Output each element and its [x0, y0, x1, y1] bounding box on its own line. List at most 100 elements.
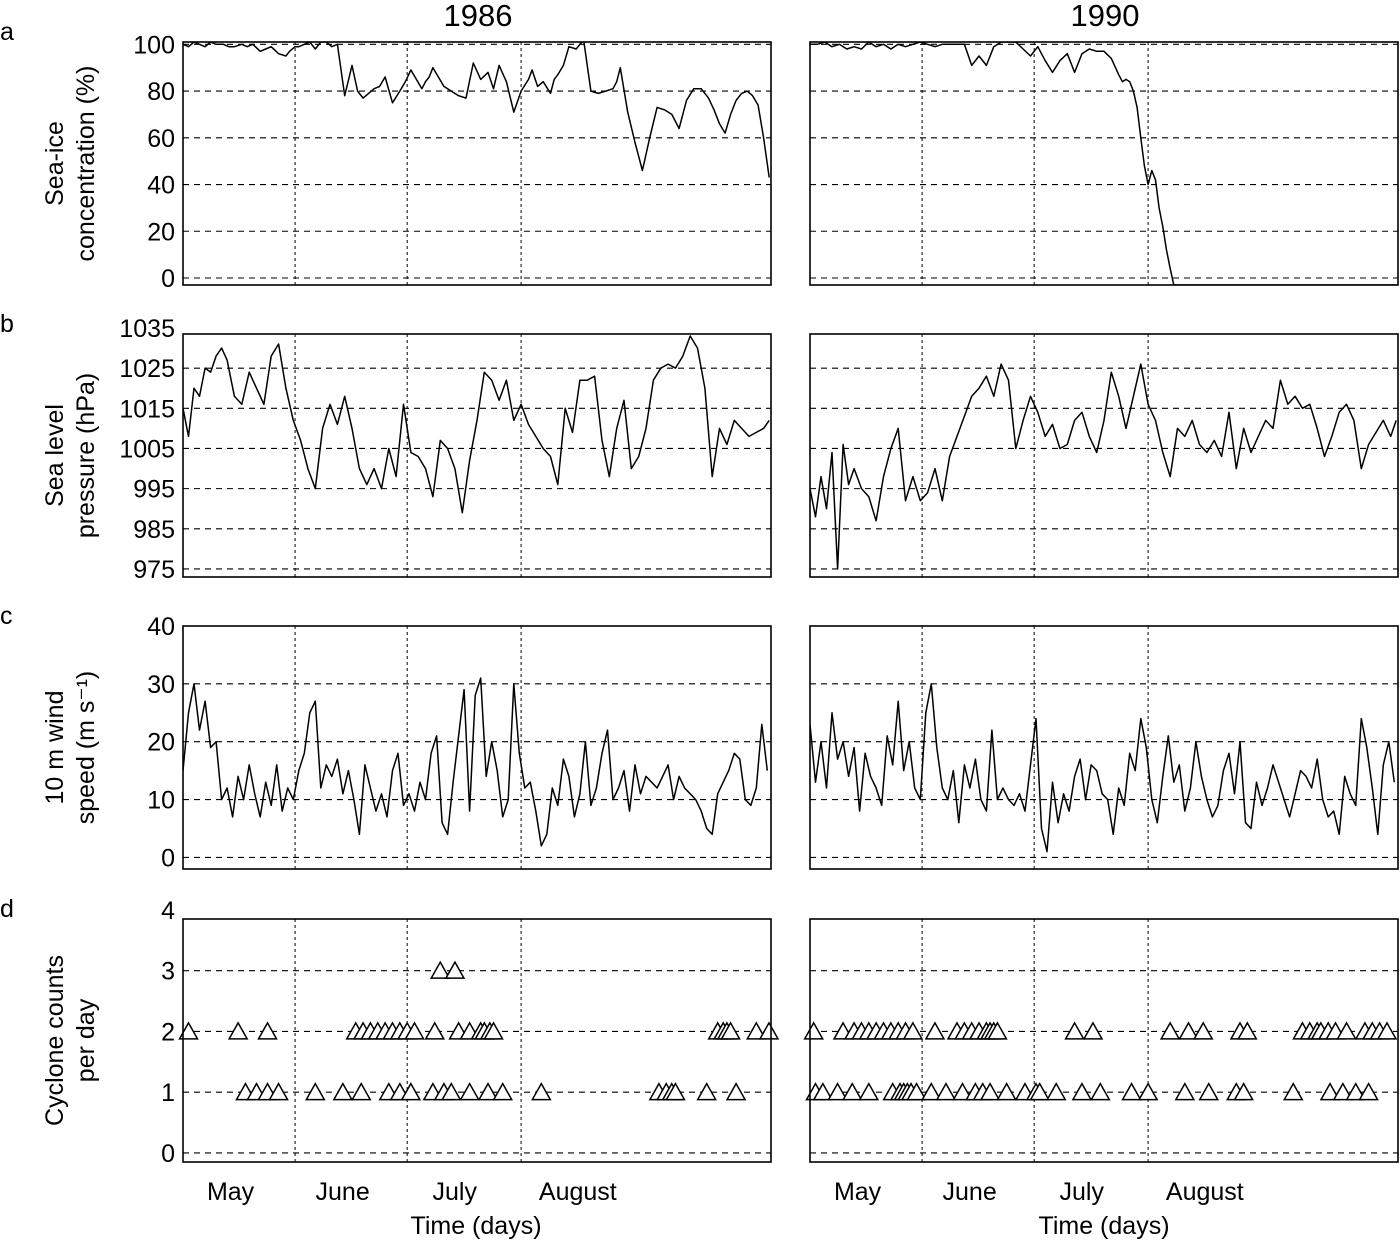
y-axis-label-b: Sea level pressure (hPa): [41, 373, 100, 538]
cyclone-marker: [1358, 1082, 1379, 1101]
panel-frame: [809, 918, 1399, 1163]
cyclone-marker: [696, 1082, 717, 1101]
cyclone-marker: [1192, 1021, 1214, 1040]
cyclone-marker: [305, 1082, 326, 1101]
cyclone-marker: [858, 1082, 880, 1101]
cyclone-marker: [906, 1082, 927, 1101]
y-tick-label: 1035: [119, 315, 175, 343]
panel-letter-c: c: [0, 602, 13, 630]
cyclone-marker: [444, 960, 466, 979]
y-tick-label: 1005: [119, 435, 175, 463]
series-line-a-1990: [810, 42, 1397, 285]
x-axis-label-1986: Time (days): [410, 1212, 541, 1240]
y-tick-label: 10: [147, 787, 175, 815]
panel-b-1986: [182, 333, 772, 578]
month-label-may: May: [834, 1178, 882, 1206]
cyclone-marker: [758, 1021, 780, 1040]
panel-d-1990: May June July August: [803, 918, 1399, 1206]
cyclone-marker: [812, 1082, 834, 1101]
cyclone-marker: [924, 1021, 946, 1040]
cyclone-marker: [178, 1021, 199, 1040]
cyclone-marker: [429, 960, 451, 979]
month-label-august: August: [539, 1178, 617, 1206]
panel-frame: [182, 41, 772, 286]
y-tick-label: 995: [133, 476, 175, 504]
cyclone-marker: [477, 1082, 499, 1101]
y-axis-label-line: pressure (hPa): [72, 373, 100, 538]
x-axis-label-1990: Time (days): [1038, 1212, 1169, 1240]
y-axis-label-line: per day: [72, 998, 100, 1082]
cyclone-marker: [1198, 1082, 1220, 1101]
cyclone-marker: [1319, 1082, 1341, 1101]
series-line-b-1986: [183, 335, 770, 514]
month-label-july: July: [433, 1178, 478, 1206]
cyclone-marker: [841, 1082, 863, 1101]
cyclone-marker: [720, 1021, 741, 1040]
cyclone-marker: [1336, 1021, 1357, 1040]
y-tick-label: 985: [133, 516, 175, 544]
cyclone-marker: [1045, 1082, 1067, 1101]
panel-frame: [809, 333, 1399, 578]
y-tick-label: 975: [133, 556, 175, 584]
cyclone-marker: [1159, 1021, 1181, 1040]
y-tick-label: 40: [147, 613, 175, 641]
panel-letter-a: a: [0, 18, 14, 46]
cyclone-marker: [459, 1082, 480, 1101]
cyclone-marker: [1121, 1082, 1142, 1101]
panel-frame: [182, 918, 772, 1163]
cyclone-marker: [827, 1082, 848, 1101]
y-tick-label: 1025: [119, 355, 175, 383]
cyclone-marker: [400, 1082, 422, 1101]
y-tick-label: 0: [161, 265, 175, 293]
cyclone-marker: [1282, 1082, 1304, 1101]
y-axis-label-line: Sea-ice: [41, 121, 69, 206]
panel-a-1990: [809, 41, 1399, 286]
cyclone-marker: [1174, 1082, 1196, 1101]
cyclone-marker: [952, 1082, 973, 1101]
month-label-august: August: [1166, 1178, 1244, 1206]
y-axis-label-line: Cyclone counts: [41, 955, 69, 1126]
cyclone-marker: [227, 1021, 249, 1040]
y-tick-label: 60: [147, 125, 175, 153]
month-label-july: July: [1060, 1178, 1105, 1206]
cyclone-marker: [531, 1082, 552, 1101]
panel-c-1986: [182, 625, 772, 870]
cyclone-marker: [1233, 1082, 1254, 1101]
cyclone-marker: [979, 1082, 1001, 1101]
panel-letter-d: d: [0, 895, 14, 923]
cyclone-marker: [1237, 1021, 1258, 1040]
cyclone-marker: [1345, 1082, 1367, 1101]
y-axis-label-c: 10 m wind speed (m s⁻¹): [41, 671, 100, 825]
panel-frame: [182, 625, 772, 870]
cyclone-marker: [746, 1021, 767, 1040]
series-line-c-1990: [810, 683, 1396, 853]
cyclone-marker: [1064, 1021, 1085, 1040]
y-tick-label: 1015: [119, 395, 175, 423]
panel-frame: [809, 625, 1399, 870]
panel-a-1986: [182, 41, 772, 286]
cyclone-marker: [996, 1082, 1017, 1101]
y-tick-label: 0: [161, 844, 175, 872]
column-title-1986: 1986: [444, 0, 513, 33]
series-line-b-1990: [810, 363, 1397, 570]
cyclone-marker: [803, 1021, 824, 1040]
cyclone-marker: [665, 1082, 686, 1101]
cyclone-marker: [987, 1021, 1008, 1040]
cyclone-marker: [1137, 1082, 1159, 1101]
y-axis-label-line: speed (m s⁻¹): [72, 671, 100, 825]
panel-d-1986: May June July August: [178, 918, 780, 1206]
y-tick-label: 3: [161, 958, 175, 986]
cyclone-marker: [902, 1021, 924, 1040]
column-title-1990: 1990: [1071, 0, 1140, 33]
cyclone-marker: [920, 1082, 942, 1101]
cyclone-marker: [1071, 1082, 1093, 1101]
cyclone-marker: [483, 1021, 504, 1040]
series-line-a-1986: [183, 42, 770, 178]
cyclone-marker: [440, 1082, 462, 1101]
cyclone-marker: [424, 1021, 446, 1040]
y-tick-label: 20: [147, 218, 175, 246]
y-tick-label: 4: [161, 897, 175, 925]
y-tick-label: 30: [147, 671, 175, 699]
